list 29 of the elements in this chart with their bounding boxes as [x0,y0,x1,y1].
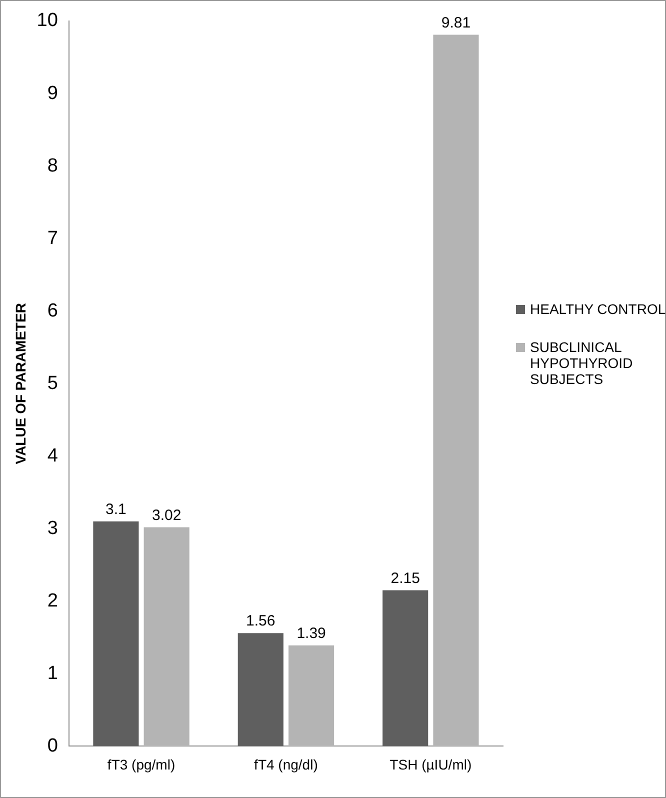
y-tick-label: 8 [47,155,58,176]
y-tick-label: 3 [47,518,58,539]
bar [288,645,334,746]
y-tick-label: 10 [36,10,58,32]
y-tick-label: 5 [47,372,58,394]
x-tick-label: fT3 (pg/ml) [107,756,176,772]
legend-label: HEALTHY CONTROL [530,301,666,317]
y-tick-label: 4 [47,445,58,466]
y-tick-label: 6 [47,300,58,322]
y-axis-title: VALUE OF PARAMETER [12,302,28,464]
y-tick-label: 1 [47,662,58,684]
data-label: 1.56 [246,612,276,630]
bar [144,527,190,746]
data-label: 3.1 [106,501,126,518]
x-tick-label: TSH (µIU/ml) [390,756,472,772]
data-label: 9.81 [441,14,471,32]
y-tick-label: 0 [47,735,58,756]
bar [93,521,139,746]
bar [382,590,428,746]
legend-label: SUBCLINICAL HYPOTHYROID SUBJECTS [530,339,634,387]
y-tick-label: 7 [47,228,58,249]
data-label: 3.02 [152,506,182,524]
x-tick-label: fT4 (ng/dl) [254,756,318,772]
bar [238,633,284,746]
bar [433,34,479,746]
y-tick-label: 9 [47,82,58,104]
data-label: 2.15 [390,570,420,587]
data-label: 1.39 [296,625,326,642]
y-tick-label: 2 [47,590,58,612]
